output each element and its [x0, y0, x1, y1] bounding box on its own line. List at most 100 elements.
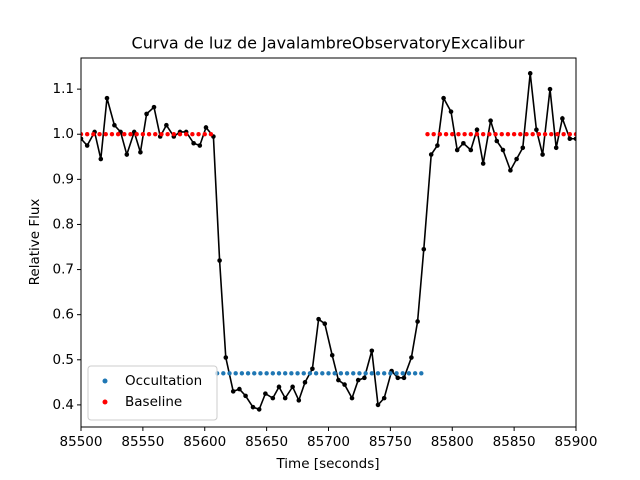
data-point [164, 122, 169, 128]
data-point [112, 122, 117, 128]
data-point [320, 371, 325, 376]
data-point [555, 132, 560, 137]
data-point [448, 109, 454, 114]
data-point [480, 132, 486, 137]
data-point [456, 132, 461, 137]
y-tick-label: 0.5 [53, 352, 74, 368]
data-point [290, 384, 295, 390]
x-tick-label: 85900 [555, 434, 598, 450]
data-point [138, 149, 143, 155]
data-point [494, 138, 500, 144]
data-point [124, 152, 130, 157]
data-point [270, 371, 276, 376]
data-point [409, 355, 414, 360]
plot-area [81, 71, 576, 412]
y-tick-label: 0.9 [53, 171, 74, 187]
data-point [245, 371, 251, 376]
data-point [202, 132, 207, 137]
data-point [177, 132, 183, 137]
data-point [540, 152, 545, 157]
data-point [394, 371, 399, 376]
data-point [197, 143, 203, 148]
x-tick-label: 85650 [245, 434, 288, 450]
data-point [104, 95, 110, 101]
data-point [208, 132, 214, 137]
data-point [183, 132, 189, 137]
data-point [302, 380, 308, 385]
legend-marker [102, 399, 108, 405]
data-point [84, 143, 90, 148]
data-point [322, 321, 328, 326]
data-point [450, 132, 455, 137]
data-point [307, 371, 313, 376]
x-tick-label: 85600 [183, 434, 226, 450]
legend-label: Baseline [125, 394, 182, 410]
data-point [536, 132, 542, 137]
data-point [499, 132, 504, 137]
data-point [431, 132, 436, 137]
data-point [351, 371, 356, 376]
x-tick-label: 85800 [431, 434, 474, 450]
data-point [103, 132, 108, 137]
data-point [480, 161, 486, 166]
data-point [355, 377, 361, 383]
data-point [332, 371, 337, 376]
data-point [362, 375, 367, 381]
x-tick-label: 85750 [369, 434, 412, 450]
data-point [144, 111, 149, 117]
data-point [190, 132, 195, 137]
data-point [419, 371, 424, 376]
data-point [282, 371, 288, 376]
data-point [443, 132, 449, 137]
data-point [196, 132, 201, 137]
data-point [151, 104, 157, 110]
data-point [441, 95, 446, 101]
data-point [567, 136, 573, 142]
data-point [573, 136, 576, 142]
data-point [381, 395, 387, 401]
data-point [282, 395, 288, 401]
data-point [388, 371, 393, 376]
data-point [171, 132, 177, 137]
data-point [547, 86, 553, 92]
data-point [270, 395, 276, 401]
data-point [454, 147, 460, 153]
data-point [338, 371, 344, 376]
data-point [252, 371, 257, 376]
data-point [527, 71, 533, 76]
data-point [363, 371, 368, 376]
data-point [381, 371, 387, 376]
data-point [227, 371, 232, 376]
data-point [549, 132, 554, 137]
data-point [567, 132, 573, 137]
data-point [221, 371, 226, 376]
x-axis-label: Time [seconds] [275, 456, 379, 472]
chart-title: Curva de luz de JavalambreObservatoryExc… [132, 34, 525, 53]
data-point [223, 355, 229, 360]
data-point [542, 132, 548, 137]
data-point [153, 132, 158, 137]
data-point [81, 136, 84, 142]
data-point [134, 132, 139, 137]
data-point [573, 132, 576, 137]
data-point [520, 145, 526, 151]
data-point [276, 371, 282, 376]
data-point [326, 371, 331, 376]
data-point [243, 393, 248, 399]
data-point [461, 140, 466, 146]
data-point [91, 132, 96, 137]
data-point [258, 371, 263, 376]
data-point [412, 371, 418, 376]
data-point [239, 371, 245, 376]
data-point [263, 391, 268, 396]
data-point [474, 132, 480, 137]
x-tick-label: 85700 [307, 434, 350, 450]
data-point [301, 371, 306, 376]
data-point [518, 132, 523, 137]
data-point [511, 132, 517, 137]
y-tick-label: 1.1 [53, 81, 74, 97]
data-point [336, 377, 341, 383]
data-point [487, 132, 492, 137]
data-point [468, 147, 474, 153]
